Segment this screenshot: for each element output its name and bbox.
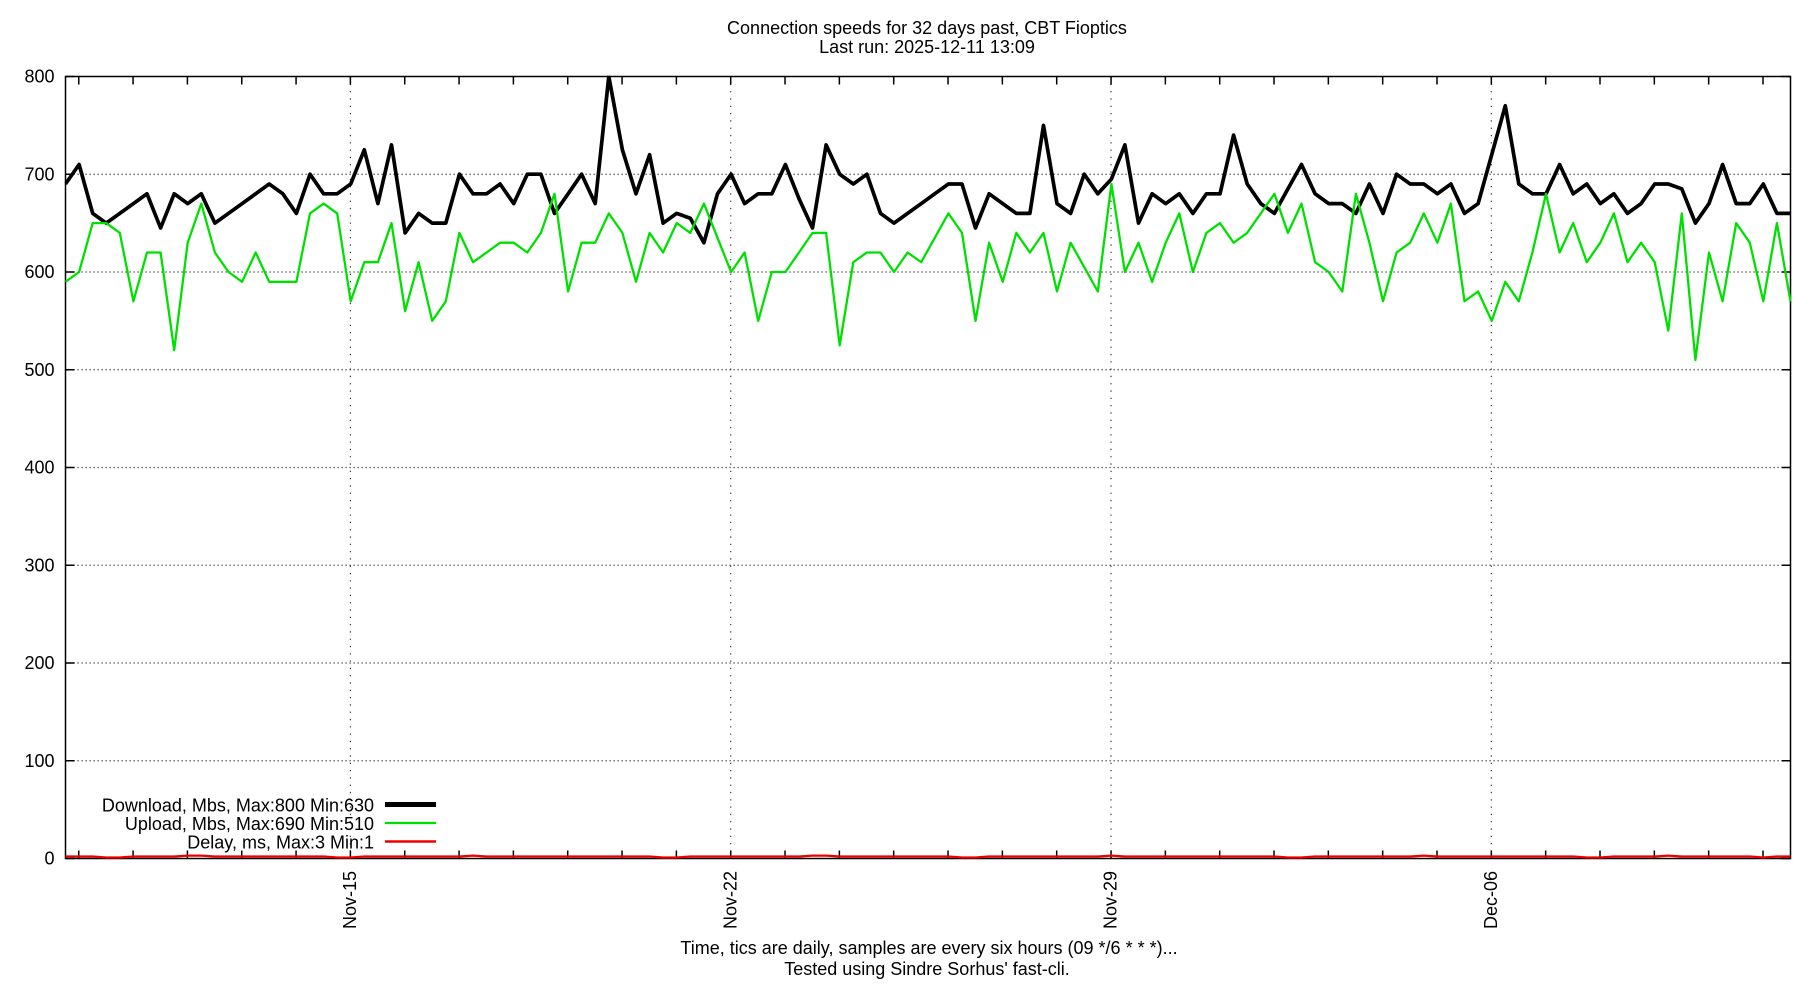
- svg-text:700: 700: [24, 164, 54, 184]
- svg-text:Nov-29: Nov-29: [1101, 871, 1121, 929]
- svg-text:Upload, Mbs, Max:690 Min:510: Upload, Mbs, Max:690 Min:510: [125, 814, 374, 834]
- svg-text:Dec-06: Dec-06: [1481, 871, 1501, 929]
- svg-text:Tested using Sindre Sorhus' fa: Tested using Sindre Sorhus' fast-cli.: [784, 959, 1070, 979]
- svg-text:500: 500: [24, 360, 54, 380]
- svg-text:0: 0: [44, 849, 54, 869]
- svg-text:300: 300: [24, 555, 54, 575]
- svg-text:400: 400: [24, 458, 54, 478]
- svg-text:Last run: 2025-12-11 13:09: Last run: 2025-12-11 13:09: [819, 37, 1035, 57]
- svg-text:Nov-15: Nov-15: [340, 871, 360, 929]
- svg-text:600: 600: [24, 262, 54, 282]
- svg-text:200: 200: [24, 653, 54, 673]
- svg-text:Delay, ms, Max:3 Min:1: Delay, ms, Max:3 Min:1: [187, 833, 374, 853]
- svg-text:Nov-22: Nov-22: [720, 871, 740, 929]
- svg-text:Time, tics are daily, samples: Time, tics are daily, samples are every …: [680, 938, 1177, 958]
- svg-text:Connection speeds for 32 days: Connection speeds for 32 days past, CBT …: [727, 18, 1127, 38]
- svg-text:800: 800: [24, 67, 54, 87]
- svg-text:100: 100: [24, 751, 54, 771]
- svg-text:Download, Mbs, Max:800 Min:630: Download, Mbs, Max:800 Min:630: [102, 796, 374, 816]
